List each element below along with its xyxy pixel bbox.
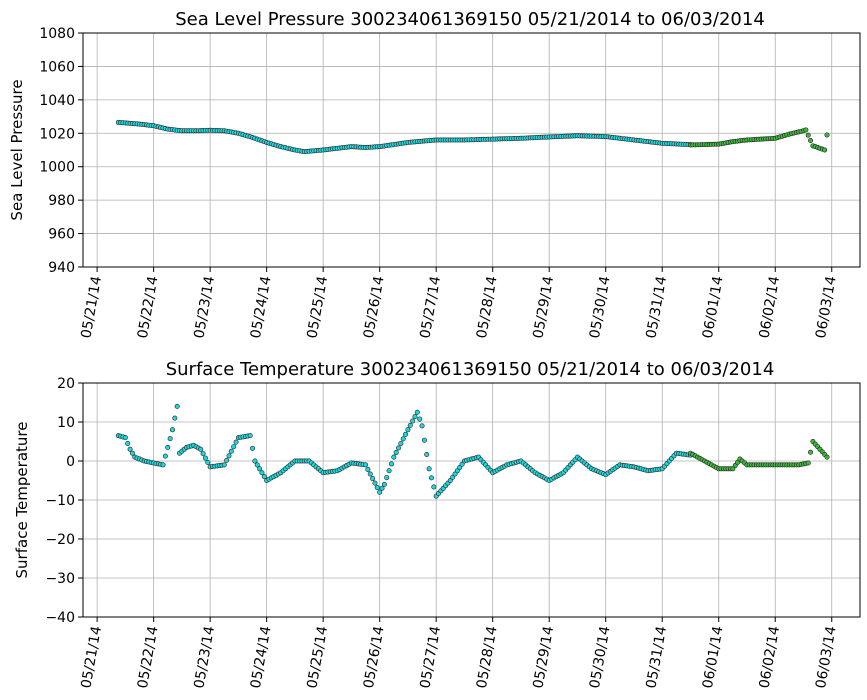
data-point (370, 476, 376, 482)
temperature-data-points (115, 403, 830, 499)
data-point (412, 414, 418, 420)
y-tick-label: 980 (48, 193, 75, 209)
data-point (221, 462, 227, 468)
data-point (805, 460, 811, 466)
data-point (233, 439, 239, 445)
pressure-y-ticks: 940 960 980 1000 1020 1040 1060 1080 (39, 26, 83, 276)
pressure-chart-title: Sea Level Pressure 300234061369150 05/21… (175, 9, 765, 30)
y-tick-label: 1080 (39, 26, 75, 42)
data-point (400, 436, 406, 442)
data-point (393, 450, 399, 456)
data-point (198, 446, 204, 452)
data-point (200, 451, 206, 457)
data-point (174, 403, 180, 409)
data-point (805, 132, 811, 138)
data-point (363, 462, 369, 468)
pressure-plot-frame (82, 32, 861, 268)
y-tick-label: −10 (45, 493, 75, 509)
temperature-chart-title: Surface Temperature 300234061369150 05/2… (166, 359, 775, 380)
data-point (231, 444, 237, 450)
data-point (127, 446, 133, 452)
data-point (250, 445, 256, 451)
data-point (808, 449, 814, 455)
data-point (379, 485, 385, 491)
data-point (169, 427, 175, 433)
y-tick-label: 10 (57, 415, 75, 431)
data-point (160, 462, 166, 468)
data-point (407, 422, 413, 428)
data-point (374, 485, 380, 491)
data-point (228, 448, 234, 454)
data-point (167, 436, 173, 442)
y-tick-label: 1040 (39, 93, 75, 109)
data-point (822, 147, 828, 153)
data-point (367, 471, 373, 477)
data-point (403, 431, 409, 437)
y-tick-label: −40 (45, 610, 75, 626)
y-tick-label: 1020 (39, 126, 75, 142)
data-point (205, 459, 211, 465)
data-point (261, 474, 267, 480)
temperature-y-ticks: −40 −30 −20 −10 0 10 20 (45, 376, 83, 626)
data-point (405, 427, 411, 433)
data-point (247, 433, 253, 439)
data-point (257, 466, 263, 472)
y-tick-label: 1000 (39, 160, 75, 176)
y-tick-label: −30 (45, 571, 75, 587)
data-point (419, 423, 425, 429)
data-point (129, 450, 135, 456)
data-point (254, 462, 260, 468)
data-point (259, 470, 265, 476)
data-point (824, 132, 830, 138)
data-point (377, 489, 383, 495)
data-point (803, 127, 809, 133)
data-point (372, 480, 378, 486)
data-point (172, 415, 178, 421)
data-point (410, 418, 416, 424)
data-point (384, 475, 390, 481)
y-tick-label: 0 (66, 454, 75, 470)
data-point (381, 481, 387, 487)
data-point (417, 416, 423, 422)
data-point (421, 437, 427, 443)
data-point (365, 466, 371, 472)
y-tick-label: −20 (45, 532, 75, 548)
data-point (426, 466, 432, 472)
y-tick-label: 20 (57, 376, 75, 392)
data-point (414, 409, 420, 415)
data-point (165, 444, 171, 450)
y-tick-label: 960 (48, 227, 75, 243)
data-point (424, 451, 430, 457)
data-point (824, 454, 830, 460)
pressure-y-axis-label: Sea Level Pressure (8, 79, 26, 220)
data-point (122, 435, 128, 441)
data-point (386, 468, 392, 474)
data-point (388, 461, 394, 467)
y-tick-label: 1060 (39, 59, 75, 75)
pressure-data-points (115, 119, 830, 155)
data-point (391, 454, 397, 460)
data-point (398, 440, 404, 446)
data-point (226, 453, 232, 459)
data-point (202, 455, 208, 461)
data-point (252, 458, 258, 464)
data-point (162, 453, 168, 459)
data-point (125, 440, 131, 446)
data-point (396, 445, 402, 451)
data-point (428, 475, 434, 481)
data-point (224, 457, 230, 463)
temperature-y-axis-label: Surface Temperature (13, 422, 31, 579)
y-tick-label: 940 (48, 260, 75, 276)
data-point (808, 138, 814, 144)
data-point (431, 484, 437, 490)
